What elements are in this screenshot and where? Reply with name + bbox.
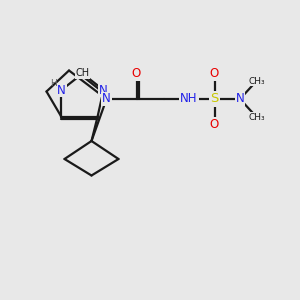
Text: O: O: [132, 67, 141, 80]
Text: N: N: [102, 92, 111, 106]
Text: CH₃: CH₃: [248, 112, 265, 122]
Text: N: N: [57, 83, 66, 97]
Text: H: H: [50, 79, 56, 88]
Text: O: O: [210, 67, 219, 80]
Text: CH: CH: [75, 68, 90, 79]
Text: NH: NH: [180, 92, 198, 106]
Text: N: N: [99, 83, 108, 97]
Text: N: N: [236, 92, 244, 106]
Text: O: O: [210, 118, 219, 131]
Text: CH₃: CH₃: [248, 76, 265, 85]
Text: S: S: [210, 92, 219, 106]
